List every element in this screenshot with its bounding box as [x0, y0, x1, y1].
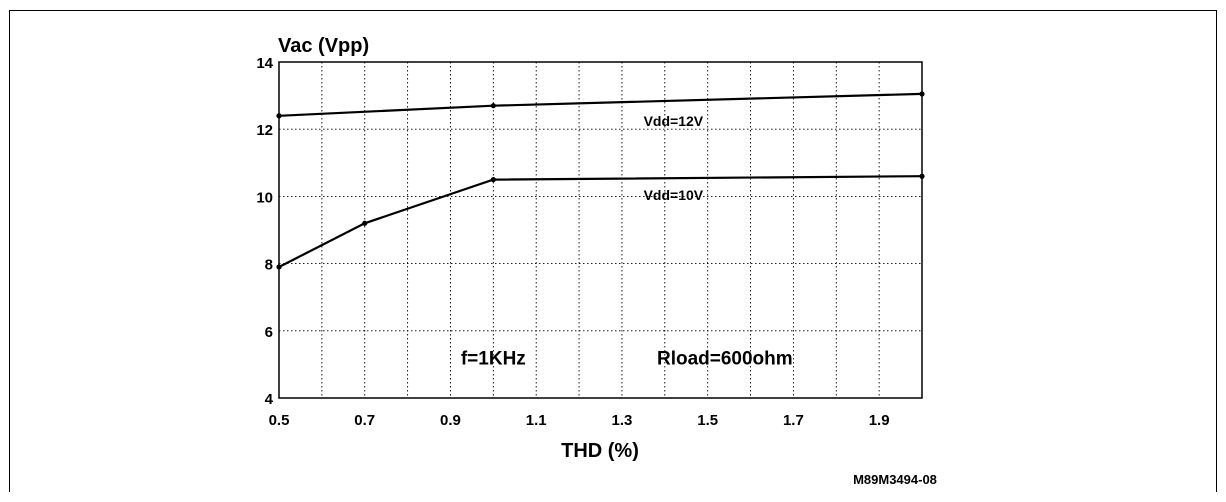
- y-tick-label: 6: [265, 324, 273, 341]
- condition-annotation: f=1KHz: [461, 348, 526, 369]
- x-tick-label: 1.1: [526, 412, 547, 429]
- y-tick-label: 10: [256, 189, 273, 206]
- series-line: [278, 92, 923, 117]
- data-point: [919, 91, 925, 97]
- x-tick-label: 0.7: [354, 412, 375, 429]
- data-point: [276, 113, 282, 119]
- x-axis-label: THD (%): [561, 440, 639, 462]
- series-line: [278, 175, 923, 268]
- series-lines: [276, 91, 925, 270]
- y-axis-label: Vac (Vpp): [278, 35, 369, 57]
- y-tick-label: 4: [265, 391, 274, 408]
- series-annotation: Vdd=10V: [644, 187, 704, 203]
- figure-id-label: M89M3494-08: [853, 472, 937, 487]
- data-point: [919, 173, 925, 179]
- x-tick-label: 1.3: [612, 412, 633, 429]
- annotations: Vdd=12V Vdd=10V f=1KHz Rload=600ohm: [461, 113, 793, 370]
- data-point: [276, 264, 282, 270]
- y-tick-label: 8: [265, 257, 273, 274]
- x-tick-label: 0.9: [440, 412, 461, 429]
- plot-area: [278, 61, 923, 399]
- y-tick-label: 14: [256, 55, 273, 72]
- x-tick-label: 0.5: [269, 412, 290, 429]
- grid-lines: [278, 61, 923, 399]
- y-tick-label: 12: [256, 122, 273, 139]
- data-point: [362, 220, 368, 226]
- data-point: [490, 177, 496, 183]
- data-point: [490, 103, 496, 109]
- figure-frame: [9, 10, 1217, 492]
- series-annotation: Vdd=12V: [644, 113, 704, 129]
- x-tick-label: 1.7: [783, 412, 804, 429]
- tick-labels: 0.5 0.7 0.9 1.1 1.3 1.5 1.7 1.9 4 6 8 10 12 14: [256, 55, 889, 429]
- x-tick-label: 1.5: [697, 412, 718, 429]
- x-tick-label: 1.9: [869, 412, 890, 429]
- condition-annotation: Rload=600ohm: [657, 348, 793, 369]
